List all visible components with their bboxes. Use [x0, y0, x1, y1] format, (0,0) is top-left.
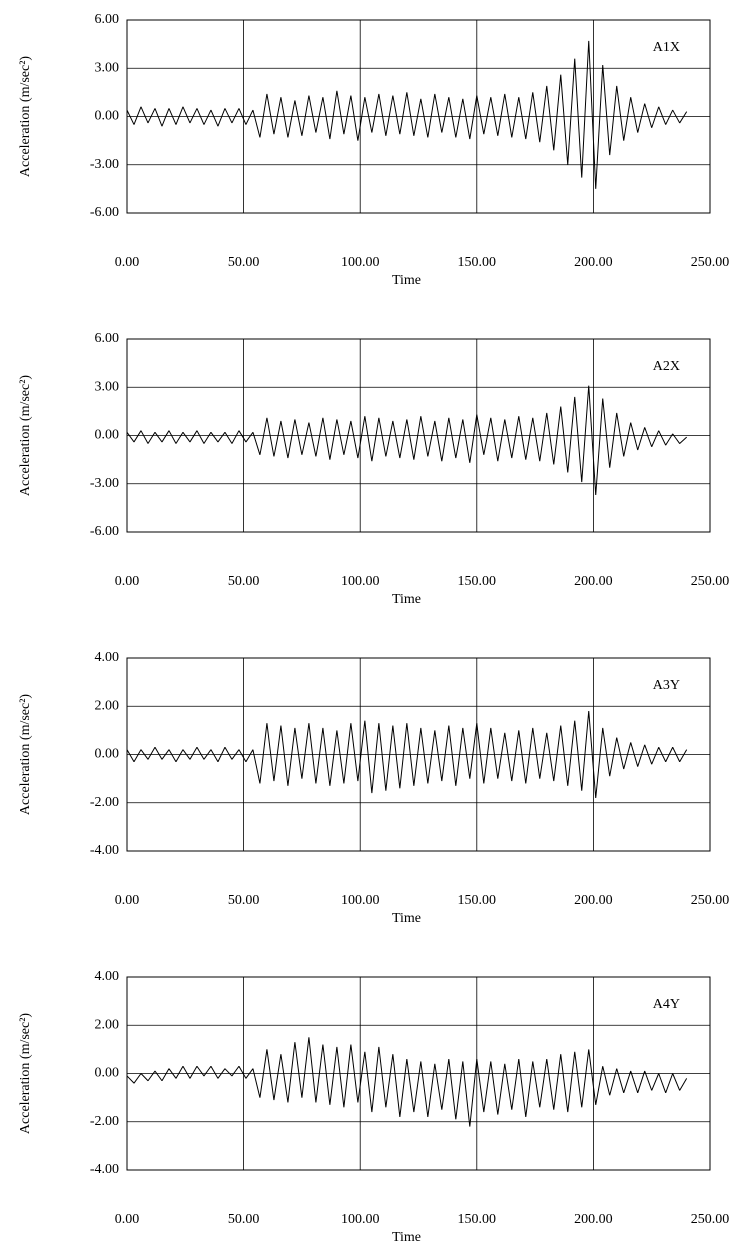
y-tick-label: 0.00: [95, 747, 120, 762]
y-tick-label: 6.00: [95, 12, 120, 27]
x-tick-label: 150.00: [458, 574, 497, 589]
x-axis-label: Time: [392, 1230, 421, 1245]
x-tick-label: 100.00: [341, 255, 380, 270]
y-tick-label: 3.00: [95, 60, 120, 75]
x-tick-label: 100.00: [341, 574, 380, 589]
panel-label: A1X: [653, 40, 680, 55]
y-tick-label: -3.00: [90, 157, 119, 172]
x-tick-label: 50.00: [228, 574, 260, 589]
y-axis-label: Acceleration (m/sec²): [18, 694, 33, 816]
signal-line: [126, 385, 688, 496]
x-axis-label: Time: [392, 273, 421, 288]
y-tick-label: -4.00: [90, 843, 119, 858]
y-tick-label: -6.00: [90, 524, 119, 539]
y-tick-label: 0.00: [95, 1066, 120, 1081]
signal-line: [126, 1037, 688, 1127]
panel-label: A2X: [653, 359, 680, 374]
x-tick-label: 0.00: [115, 893, 140, 908]
y-tick-label: 0.00: [95, 428, 120, 443]
y-tick-label: 4.00: [95, 969, 120, 984]
plot-frame: [126, 976, 711, 1171]
y-axis-label: Acceleration (m/sec²): [18, 375, 33, 497]
x-tick-label: 250.00: [691, 255, 730, 270]
x-tick-label: 150.00: [458, 1212, 497, 1227]
y-tick-label: 4.00: [95, 650, 120, 665]
x-tick-label: 50.00: [228, 893, 260, 908]
panel-label: A4Y: [653, 997, 680, 1012]
y-tick-label: -2.00: [90, 1114, 119, 1129]
x-tick-label: 100.00: [341, 1212, 380, 1227]
x-tick-label: 0.00: [115, 1212, 140, 1227]
y-tick-label: 3.00: [95, 379, 120, 394]
plot-frame: [126, 338, 711, 533]
x-tick-label: 150.00: [458, 255, 497, 270]
y-tick-label: 6.00: [95, 331, 120, 346]
y-tick-label: 0.00: [95, 109, 120, 124]
x-tick-label: 100.00: [341, 893, 380, 908]
x-tick-label: 200.00: [574, 1212, 613, 1227]
y-tick-label: -6.00: [90, 205, 119, 220]
plot-frame: [126, 657, 711, 852]
x-tick-label: 200.00: [574, 574, 613, 589]
y-axis-label: Acceleration (m/sec²): [18, 1013, 33, 1135]
x-tick-label: 150.00: [458, 893, 497, 908]
signal-line: [126, 711, 688, 798]
x-tick-label: 250.00: [691, 893, 730, 908]
x-tick-label: 250.00: [691, 1212, 730, 1227]
panel-label: A3Y: [653, 678, 680, 693]
x-axis-label: Time: [392, 911, 421, 926]
x-axis-label: Time: [392, 592, 421, 607]
y-tick-label: -2.00: [90, 795, 119, 810]
y-tick-label: 2.00: [95, 1017, 120, 1032]
y-tick-label: -4.00: [90, 1162, 119, 1177]
x-tick-label: 50.00: [228, 1212, 260, 1227]
y-tick-label: -3.00: [90, 476, 119, 491]
x-tick-label: 250.00: [691, 574, 730, 589]
x-tick-label: 200.00: [574, 255, 613, 270]
x-tick-label: 50.00: [228, 255, 260, 270]
plot-frame: [126, 19, 711, 214]
signal-line: [126, 40, 688, 189]
x-tick-label: 0.00: [115, 255, 140, 270]
y-axis-label: Acceleration (m/sec²): [18, 56, 33, 178]
x-tick-label: 0.00: [115, 574, 140, 589]
y-tick-label: 2.00: [95, 698, 120, 713]
x-tick-label: 200.00: [574, 893, 613, 908]
